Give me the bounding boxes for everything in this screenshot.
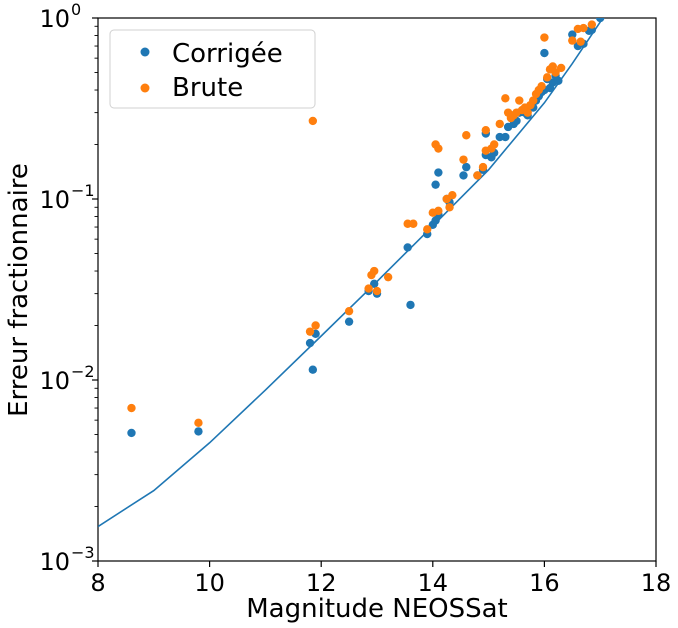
- x-tick-label: 8: [90, 569, 105, 597]
- y-tick-label: 10: [39, 186, 70, 214]
- point-corrigee: [462, 162, 471, 172]
- point-brute: [344, 306, 354, 316]
- point-corrigee: [596, 18, 605, 23]
- y-axis-label: Erreur fractionnaire: [4, 163, 34, 417]
- point-brute: [481, 125, 491, 135]
- x-axis-label: Magnitude NEOSSat: [246, 594, 508, 624]
- x-tick-label: 14: [418, 569, 449, 597]
- point-corrigee: [554, 76, 563, 85]
- y-tick-label: 10: [39, 5, 70, 33]
- point-brute: [372, 286, 382, 296]
- point-corrigee: [403, 243, 412, 252]
- point-corrigee: [370, 279, 379, 288]
- y-tick-exponent: −3: [71, 543, 95, 562]
- point-corrigee: [308, 365, 318, 374]
- point-brute: [579, 23, 588, 33]
- legend-label-brute: Brute: [172, 73, 243, 103]
- point-brute: [523, 108, 532, 117]
- legend-marker-brute: [140, 83, 150, 93]
- point-brute: [364, 284, 373, 293]
- point-corrigee: [406, 300, 415, 310]
- point-brute: [308, 116, 318, 126]
- legend-label-corrigee: Corrigée: [172, 39, 283, 69]
- point-corrigee: [434, 168, 443, 177]
- point-corrigee: [501, 132, 510, 142]
- y-tick-exponent: −1: [71, 181, 95, 200]
- point-brute: [495, 119, 504, 129]
- point-brute: [434, 144, 443, 153]
- point-brute: [542, 73, 552, 82]
- point-corrigee: [540, 48, 549, 58]
- point-brute: [537, 81, 546, 91]
- x-tick-label: 16: [529, 569, 560, 597]
- point-corrigee: [344, 317, 354, 326]
- point-brute: [501, 94, 510, 103]
- point-brute: [462, 131, 471, 140]
- y-tick-label: 10: [39, 548, 70, 576]
- point-brute: [587, 20, 597, 29]
- fit-curve: [98, 18, 603, 528]
- plot-frame: [97, 17, 657, 562]
- point-brute: [478, 162, 488, 172]
- y-tick-exponent: 0: [71, 0, 81, 19]
- legend-marker-corrigee: [140, 47, 150, 57]
- point-brute: [409, 219, 418, 228]
- point-brute: [568, 36, 577, 45]
- point-corrigee: [568, 30, 577, 39]
- y-tick-label: 10: [39, 367, 70, 395]
- point-brute: [434, 206, 443, 216]
- point-brute: [551, 68, 560, 77]
- point-corrigee: [305, 338, 315, 348]
- point-brute: [473, 171, 482, 180]
- point-brute: [489, 140, 499, 149]
- point-brute: [127, 403, 136, 413]
- legend: Corrigée Brute: [109, 29, 316, 109]
- x-tick-label: 12: [306, 569, 337, 597]
- point-brute: [515, 96, 524, 105]
- point-brute: [194, 418, 203, 428]
- x-tick-label: 10: [194, 569, 225, 597]
- point-brute: [311, 321, 320, 330]
- point-brute: [448, 190, 457, 200]
- point-brute: [576, 37, 585, 46]
- point-brute: [445, 203, 454, 212]
- legend-box: [109, 29, 316, 109]
- point-brute: [540, 33, 549, 42]
- point-brute: [423, 225, 432, 234]
- x-tick-label: 18: [641, 569, 672, 597]
- point-brute: [305, 327, 315, 336]
- point-corrigee: [431, 180, 440, 189]
- point-brute: [370, 266, 379, 276]
- point-brute: [459, 155, 468, 164]
- point-brute: [383, 272, 393, 282]
- point-corrigee: [127, 428, 136, 438]
- point-brute: [556, 63, 566, 73]
- point-corrigee: [194, 427, 203, 436]
- point-corrigee: [459, 171, 468, 180]
- y-tick-exponent: −2: [71, 362, 95, 381]
- point-brute: [529, 96, 538, 105]
